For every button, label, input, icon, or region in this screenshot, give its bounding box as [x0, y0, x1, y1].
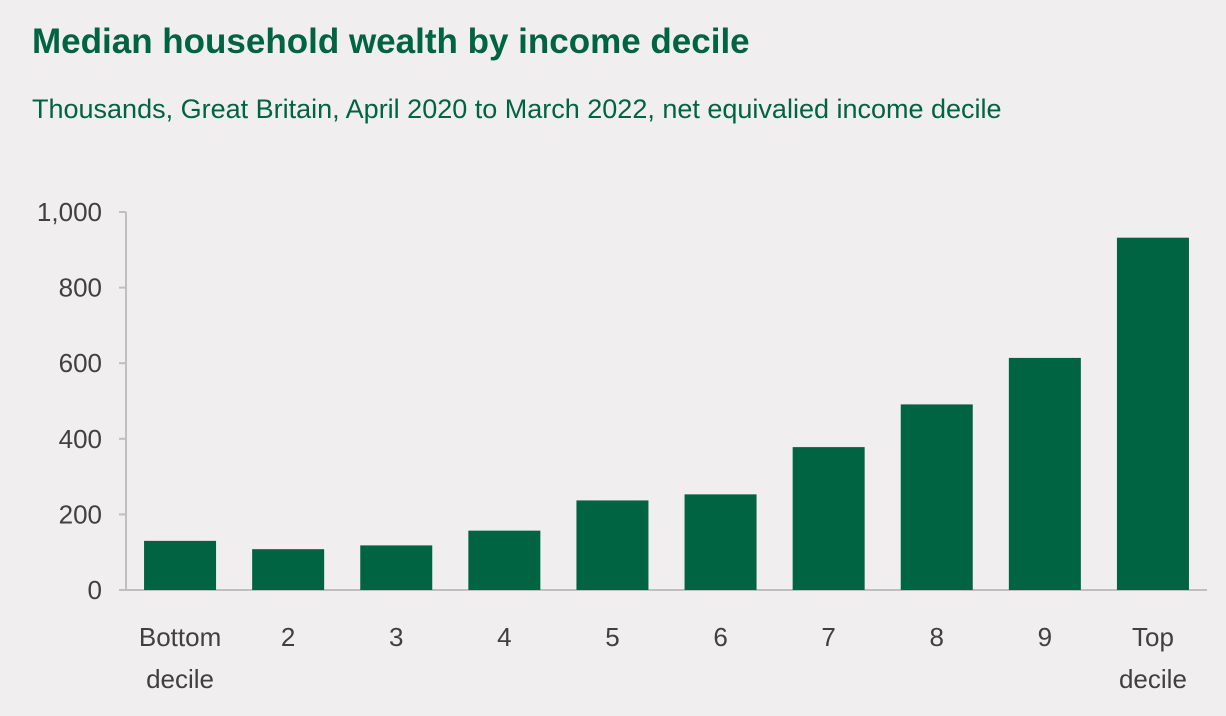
bar-series: [144, 237, 1189, 591]
chart-subtitle: Thousands, Great Britain, April 2020 to …: [32, 94, 1002, 124]
x-tick-label: decile: [146, 664, 214, 694]
bar: [792, 447, 865, 590]
bar: [1116, 237, 1189, 591]
bar: [900, 404, 973, 590]
x-tick-label: 5: [605, 622, 619, 652]
bar: [144, 540, 217, 590]
x-tick-label: 9: [1038, 622, 1052, 652]
bar: [360, 545, 433, 590]
x-tick-label: decile: [1119, 664, 1187, 694]
bar: [684, 494, 757, 590]
y-tick-label: 400: [59, 424, 102, 454]
bar: [1008, 357, 1081, 590]
x-axis-tick-labels: Bottom decile 2 3 4 5 6 7 8 9 Top decile: [139, 622, 1187, 694]
x-tick-label: 4: [497, 622, 511, 652]
y-tick-label: 600: [59, 348, 102, 378]
x-tick-label: 2: [281, 622, 295, 652]
bar: [576, 500, 649, 590]
y-tick-label: 1,000: [37, 197, 102, 227]
y-tick-label: 200: [59, 499, 102, 529]
y-tick-label: 0: [88, 575, 102, 605]
x-tick-label: 6: [713, 622, 727, 652]
x-tick-label: 8: [930, 622, 944, 652]
y-tick-label: 800: [59, 273, 102, 303]
y-axis-tick-labels: 0 200 400 600 800 1,000: [37, 197, 126, 605]
x-tick-label: Bottom: [139, 622, 221, 652]
x-tick-label: Top: [1132, 622, 1174, 652]
bar: [252, 549, 325, 590]
x-tick-label: 7: [821, 622, 835, 652]
x-tick-label: 3: [389, 622, 403, 652]
bar: [468, 530, 541, 590]
chart-title: Median household wealth by income decile: [32, 22, 750, 61]
